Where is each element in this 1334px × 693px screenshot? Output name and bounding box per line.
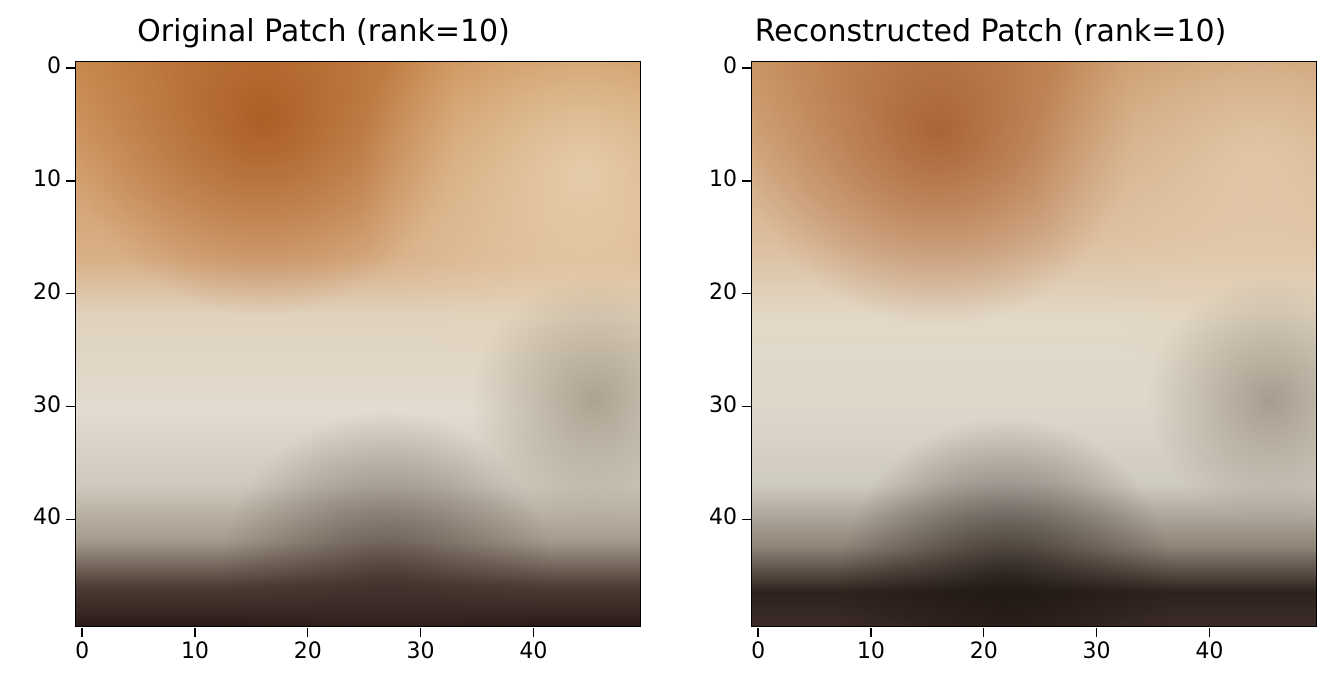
- reconstructed-ytick-label: 0: [723, 54, 737, 80]
- original-title: Original Patch (rank=10): [137, 14, 510, 49]
- original-ytick-label: 20: [33, 279, 61, 305]
- reconstructed-xtick: [982, 628, 985, 637]
- original-ytick: [66, 405, 75, 408]
- original-ytick: [66, 67, 75, 69]
- original-ytick: [66, 518, 75, 521]
- reconstructed-ytick-label: 10: [709, 166, 737, 192]
- reconstructed-patch-image: [751, 61, 1317, 627]
- original-ytick: [66, 180, 75, 182]
- reconstructed-xtick: [1208, 628, 1211, 637]
- reconstructed-title: Reconstructed Patch (rank=10): [754, 14, 1227, 49]
- reconstructed-ytick-label: 30: [709, 392, 737, 418]
- original-patch-image: [75, 61, 641, 627]
- reconstructed-ytick: [742, 405, 751, 408]
- reconstructed-ytick: [742, 180, 751, 182]
- original-panel: Original Patch (rank=10): [137, 14, 510, 49]
- reconstructed-ytick-label: 40: [709, 505, 737, 531]
- original-xtick-label: 0: [75, 639, 90, 664]
- original-xtick-label: 30: [406, 639, 435, 664]
- original-xtick-label: 20: [293, 639, 322, 664]
- reconstructed-xtick: [757, 628, 759, 637]
- original-ytick-label: 0: [47, 54, 61, 80]
- reconstructed-xtick: [870, 628, 872, 637]
- original-ytick: [66, 292, 75, 295]
- reconstructed-xtick-label: 30: [1082, 639, 1111, 664]
- reconstructed-ytick: [742, 518, 751, 521]
- reconstructed-ytick: [742, 67, 751, 69]
- original-xtick: [194, 628, 196, 637]
- original-xtick: [306, 628, 309, 637]
- reconstructed-xtick-label: 10: [856, 639, 885, 664]
- reconstructed-xtick-label: 20: [969, 639, 998, 664]
- reconstructed-xtick-label: 0: [751, 639, 766, 664]
- reconstructed-ytick-label: 20: [709, 279, 737, 305]
- reconstructed-xtick: [1095, 628, 1098, 637]
- original-xtick-label: 10: [180, 639, 209, 664]
- original-ytick-label: 40: [33, 505, 61, 531]
- original-ytick-label: 30: [33, 392, 61, 418]
- reconstructed-panel: Reconstructed Patch (rank=10): [667, 0, 1334, 693]
- original-xtick-label: 40: [519, 639, 548, 664]
- reconstructed-xtick-label: 40: [1195, 639, 1224, 664]
- reconstructed-ytick: [742, 292, 751, 295]
- original-xtick: [532, 628, 535, 637]
- original-xtick: [419, 628, 422, 637]
- original-xtick: [81, 628, 83, 637]
- original-ytick-label: 10: [33, 166, 61, 192]
